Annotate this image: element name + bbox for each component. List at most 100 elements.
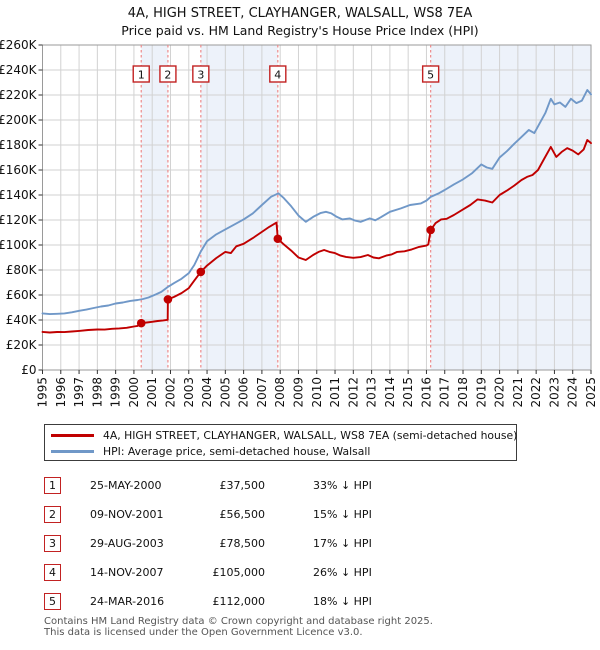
x-tick-label: 2024 bbox=[566, 377, 580, 408]
sale-row-number: 2 bbox=[44, 506, 61, 523]
sale-row-number: 1 bbox=[44, 477, 61, 494]
x-tick-label: 1996 bbox=[54, 377, 68, 408]
y-tick-label: £140K bbox=[0, 188, 38, 202]
y-tick-label: £180K bbox=[0, 138, 38, 152]
x-tick-label: 2007 bbox=[255, 377, 269, 408]
sale-row-number: 5 bbox=[44, 593, 61, 610]
x-tick-label: 2016 bbox=[419, 377, 433, 408]
x-tick-label: 2014 bbox=[383, 377, 397, 408]
sale-vs-hpi: 33% ↓ HPI bbox=[313, 479, 372, 492]
x-tick-label: 2003 bbox=[182, 377, 196, 408]
x-tick-label: 2020 bbox=[493, 377, 507, 408]
ownership-band-2 bbox=[200, 45, 278, 370]
sale-marker-dot-2 bbox=[163, 295, 173, 304]
y-tick-label: £20K bbox=[6, 338, 38, 352]
sale-price: £112,000 bbox=[212, 595, 266, 608]
sale-marker-dot-1 bbox=[136, 318, 146, 328]
chart-legend: 4A, HIGH STREET, CLAYHANGER, WALSALL, WS… bbox=[44, 424, 517, 461]
sale-price: £56,500 bbox=[219, 508, 266, 521]
sale-vs-hpi: 15% ↓ HPI bbox=[313, 508, 372, 521]
ownership-band-3 bbox=[430, 45, 591, 370]
sale-row-number: 3 bbox=[44, 535, 61, 552]
sale-number-label-1: 1 bbox=[138, 69, 145, 82]
sale-number-box-3 bbox=[192, 65, 210, 83]
footer-copyright: Contains HM Land Registry data © Crown c… bbox=[44, 616, 433, 627]
sale-row-5: 5 24-MAR-2016 £112,000 18% ↓ HPI bbox=[44, 593, 584, 611]
x-tick-label: 1998 bbox=[90, 377, 104, 408]
sale-date: 14-NOV-2007 bbox=[90, 566, 164, 579]
sale-price: £78,500 bbox=[219, 537, 266, 550]
x-tick-label: 2009 bbox=[291, 377, 305, 408]
x-tick-label: 1995 bbox=[36, 377, 50, 408]
y-tick-label: £200K bbox=[0, 113, 38, 127]
x-tick-label: 2008 bbox=[273, 377, 287, 408]
sale-number-label-4: 4 bbox=[274, 69, 281, 82]
y-tick-label: £0 bbox=[21, 363, 36, 377]
sale-row-4: 4 14-NOV-2007 £105,000 26% ↓ HPI bbox=[44, 564, 584, 582]
x-tick-label: 2022 bbox=[529, 377, 543, 408]
x-tick-label: 2010 bbox=[310, 377, 324, 408]
x-tick-label: 2006 bbox=[237, 377, 251, 408]
y-tick-label: £220K bbox=[0, 88, 38, 102]
sale-number-label-2: 2 bbox=[164, 69, 171, 82]
x-tick-label: 2021 bbox=[511, 377, 525, 408]
legend-line-swatch bbox=[51, 433, 94, 437]
y-tick-label: £100K bbox=[0, 238, 38, 252]
x-tick-label: 2017 bbox=[438, 377, 452, 408]
sale-vs-hpi: 17% ↓ HPI bbox=[313, 537, 372, 550]
sale-number-box-2 bbox=[159, 65, 177, 83]
sale-row-1: 1 25-MAY-2000 £37,500 33% ↓ HPI bbox=[44, 477, 584, 495]
sale-date: 24-MAR-2016 bbox=[90, 595, 165, 608]
sale-price: £105,000 bbox=[212, 566, 266, 579]
y-tick-label: £60K bbox=[6, 288, 38, 302]
price-vs-hpi-line-chart: 1 2 3 4 5 £0 £20K £40K £60K £80K £100K £120K £140K £1… bbox=[0, 40, 598, 408]
sale-number-label-3: 3 bbox=[197, 69, 204, 82]
legend-item-price-paid: 4A, HIGH STREET, CLAYHANGER, WALSALL, WS… bbox=[51, 427, 518, 443]
x-tick-label: 2019 bbox=[474, 377, 488, 408]
sale-row-2: 2 09-NOV-2001 £56,500 15% ↓ HPI bbox=[44, 506, 584, 524]
y-tick-label: £40K bbox=[6, 313, 38, 327]
legend-label: HPI: Average price, semi-detached house,… bbox=[103, 444, 371, 458]
sale-marker-dot-3 bbox=[196, 267, 206, 277]
x-tick-label: 2012 bbox=[346, 377, 360, 408]
footer-licence: This data is licensed under the Open Gov… bbox=[44, 627, 363, 638]
page-subtitle: Price paid vs. HM Land Registry's House … bbox=[121, 23, 479, 38]
x-tick-label: 2004 bbox=[200, 377, 214, 408]
x-tick-label: 1997 bbox=[72, 377, 86, 408]
sale-price: £37,500 bbox=[219, 479, 266, 492]
x-tick-label: 2000 bbox=[127, 377, 141, 408]
sale-marker-dot-5 bbox=[426, 225, 435, 235]
y-tick-label: £240K bbox=[0, 63, 38, 77]
y-tick-label: £260K bbox=[0, 40, 38, 52]
x-tick-label: 2002 bbox=[163, 377, 177, 408]
legend-item-hpi: HPI: Average price, semi-detached house,… bbox=[51, 443, 516, 459]
ownership-band-1 bbox=[141, 45, 168, 370]
y-tick-label: £80K bbox=[6, 263, 38, 277]
sale-vs-hpi: 26% ↓ HPI bbox=[313, 566, 372, 579]
sale-row-3: 3 29-AUG-2003 £78,500 17% ↓ HPI bbox=[44, 535, 584, 553]
sale-number-box-4 bbox=[269, 65, 287, 83]
x-tick-label: 2025 bbox=[584, 377, 598, 408]
x-tick-label: 2005 bbox=[218, 377, 232, 408]
legend-line-swatch bbox=[51, 449, 94, 453]
x-tick-label: 2018 bbox=[456, 377, 470, 408]
hpi-line bbox=[41, 89, 592, 316]
sale-date: 29-AUG-2003 bbox=[90, 537, 164, 550]
sale-number-box-1 bbox=[132, 65, 150, 83]
x-tick-label: 2001 bbox=[145, 377, 159, 408]
x-tick-label: 2011 bbox=[328, 377, 342, 408]
sale-number-label-5: 5 bbox=[427, 69, 434, 82]
x-tick-label: 2023 bbox=[547, 377, 561, 408]
legend-label: 4A, HIGH STREET, CLAYHANGER, WALSALL, WS… bbox=[103, 428, 518, 442]
x-tick-label: 2013 bbox=[365, 377, 379, 408]
sale-row-number: 4 bbox=[44, 564, 61, 581]
y-tick-label: £120K bbox=[0, 213, 38, 227]
sale-date: 25-MAY-2000 bbox=[90, 479, 162, 492]
sale-vs-hpi: 18% ↓ HPI bbox=[313, 595, 372, 608]
sale-marker-dot-4 bbox=[273, 234, 283, 244]
sale-number-box-5 bbox=[421, 65, 440, 83]
x-tick-label: 1999 bbox=[109, 377, 123, 408]
y-tick-label: £160K bbox=[0, 163, 38, 177]
page-title-address: 4A, HIGH STREET, CLAYHANGER, WALSALL, WS… bbox=[127, 6, 473, 21]
